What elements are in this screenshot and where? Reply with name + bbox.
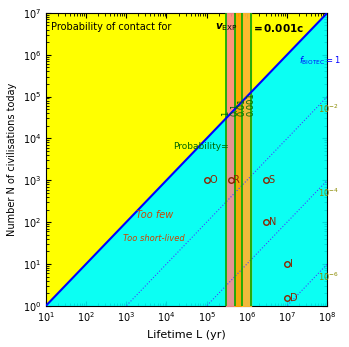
Text: D: D: [290, 294, 297, 304]
Text: $\boldsymbol{v}_{\rm EXP}$: $\boldsymbol{v}_{\rm EXP}$: [215, 22, 237, 33]
Text: 0.1: 0.1: [230, 102, 239, 116]
Text: 0.001: 0.001: [247, 92, 256, 116]
Text: S: S: [268, 175, 275, 185]
Text: $10^{-4}$: $10^{-4}$: [318, 187, 340, 199]
Text: 0.01: 0.01: [237, 97, 246, 116]
X-axis label: Lifetime L (yr): Lifetime L (yr): [147, 330, 226, 340]
Text: Probability of contact for: Probability of contact for: [51, 22, 175, 32]
Text: N: N: [268, 217, 276, 227]
Text: Too short-lived: Too short-lived: [124, 234, 185, 243]
Y-axis label: Number N of civilisations today: Number N of civilisations today: [7, 83, 17, 236]
Text: Probability=: Probability=: [173, 142, 229, 151]
Text: Too few: Too few: [136, 210, 173, 220]
Text: $f_{\rm BIOTEC}=1$: $f_{\rm BIOTEC}=1$: [299, 55, 341, 67]
Text: 1: 1: [221, 110, 230, 116]
Text: O: O: [209, 175, 217, 185]
Text: R: R: [233, 175, 240, 185]
Text: $\mathbf{=0.001c}$: $\mathbf{=0.001c}$: [251, 22, 304, 34]
Text: $10^{-2}$: $10^{-2}$: [318, 103, 339, 115]
Text: $10^{-6}$: $10^{-6}$: [318, 270, 339, 283]
Text: I: I: [290, 259, 292, 269]
